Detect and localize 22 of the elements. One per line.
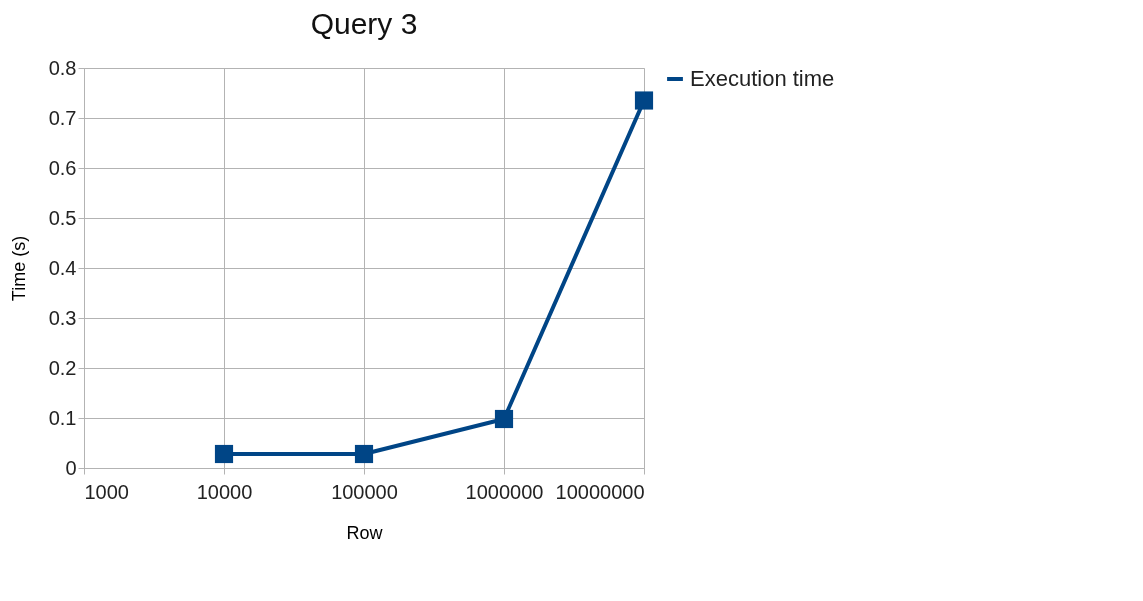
x-tick-label: 10000000	[555, 480, 645, 503]
x-tick-label: 1000	[84, 480, 129, 503]
y-tick-label: 0.7	[48, 106, 77, 129]
point	[494, 409, 514, 429]
chart-title: Query 3	[310, 7, 418, 40]
legend-label: Execution time	[690, 66, 835, 91]
y-tick-label: 0.6	[48, 156, 77, 179]
point	[354, 444, 374, 464]
y-axis-title: Time (s)	[8, 235, 29, 302]
y-tick-label: 0	[65, 456, 77, 479]
x-axis-title: Row	[346, 522, 384, 543]
y-tick-label: 0.8	[48, 56, 77, 79]
y-tick-label: 0.2	[48, 356, 77, 379]
y-tick-label: 0.3	[48, 306, 77, 329]
x-tick-label: 100000	[331, 480, 398, 503]
point	[214, 444, 234, 464]
x-tick-label: 1000000	[465, 480, 544, 503]
y-tick-label: 0.1	[48, 406, 77, 429]
point	[634, 91, 654, 110]
y-tick-label: 0.5	[48, 206, 77, 229]
x-tick-label: 10000	[196, 480, 253, 503]
y-tick-label: 0.4	[48, 256, 77, 279]
